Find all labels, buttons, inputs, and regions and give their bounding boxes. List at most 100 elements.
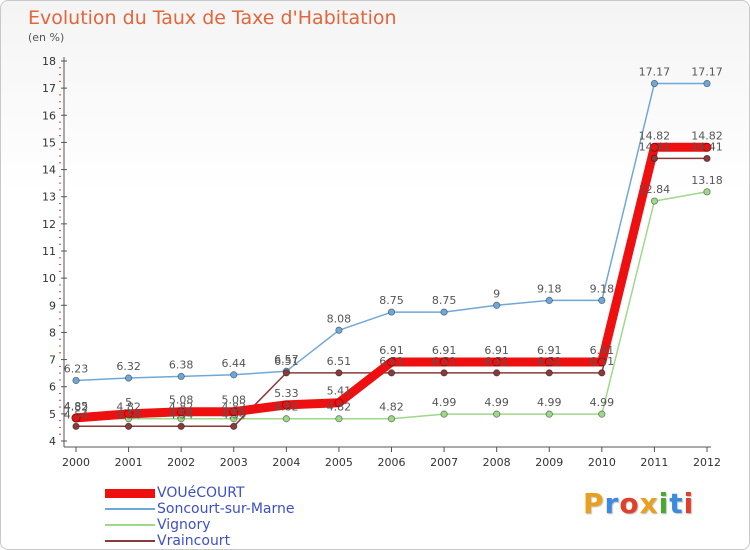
data-point [650, 197, 659, 205]
chart-title: Evolution du Taux de Taxe d'Habitation [28, 7, 397, 29]
data-point [71, 413, 81, 423]
x-tick-label: 2008 [483, 456, 511, 469]
chart-subtitle: (en %) [28, 31, 65, 44]
data-label: 6.51 [274, 355, 299, 368]
data-label: 6.32 [116, 360, 141, 373]
legend-label: VOUéCOURT [157, 485, 245, 501]
data-label: 8.75 [432, 294, 457, 307]
data-label: 6.91 [590, 344, 615, 357]
data-point [545, 296, 553, 304]
logo-letter: o [619, 487, 640, 520]
data-point [598, 369, 606, 377]
data-label: 5.33 [274, 387, 299, 400]
data-label: 6.38 [169, 358, 194, 371]
data-label: 4.54 [64, 408, 89, 421]
data-label: 4.54 [116, 408, 141, 421]
data-label: 4.82 [327, 401, 352, 414]
data-label: 6.51 [379, 355, 404, 368]
x-tick-label: 2009 [535, 456, 563, 469]
legend-swatch [105, 488, 155, 498]
data-point [493, 369, 501, 377]
y-tick-label: 13 [42, 191, 56, 204]
data-point [650, 154, 659, 163]
data-point [334, 398, 344, 408]
data-label: 17.17 [639, 66, 671, 79]
x-tick-label: 2010 [588, 456, 616, 469]
data-label: 4.82 [116, 401, 141, 414]
y-tick-label: 12 [42, 218, 56, 231]
data-point [492, 357, 502, 367]
data-label: 6.44 [222, 357, 247, 370]
data-label: 5.08 [169, 394, 194, 407]
y-tick-label: 15 [42, 136, 56, 149]
x-tick-label: 2011 [640, 456, 668, 469]
data-label: 9.18 [537, 282, 562, 295]
data-point [598, 410, 606, 418]
data-label: 9.18 [590, 282, 615, 295]
data-label: 14.82 [639, 129, 671, 142]
data-label: 6.51 [590, 355, 615, 368]
data-label: 6.51 [537, 355, 562, 368]
y-tick-label: 18 [42, 55, 56, 68]
data-point [493, 301, 501, 309]
data-point [177, 422, 185, 430]
y-tick-label: 17 [42, 82, 56, 95]
data-label: 4.82 [169, 401, 194, 414]
data-label: 4.82 [64, 401, 89, 414]
y-tick-label: 11 [42, 245, 56, 258]
data-point [229, 407, 239, 417]
data-point [703, 154, 711, 163]
y-tick-label: 14 [42, 164, 56, 177]
data-label: 6.51 [432, 355, 457, 368]
data-point [650, 142, 659, 152]
data-point [282, 415, 290, 423]
data-point [493, 410, 501, 418]
data-point [387, 415, 396, 423]
data-label: 13.18 [691, 174, 723, 187]
logo-letter: x [639, 487, 659, 520]
x-tick-label: 2006 [378, 456, 406, 469]
y-tick-label: 16 [42, 109, 56, 122]
data-point [702, 142, 712, 152]
data-point [124, 409, 133, 419]
data-label: 6.51 [484, 355, 509, 368]
data-label: 5.41 [327, 385, 352, 398]
data-point [440, 308, 448, 316]
data-point [387, 357, 396, 367]
legend-swatch [105, 540, 155, 542]
logo-letter: r [604, 487, 620, 520]
data-label: 4.82 [274, 401, 299, 414]
legend-label: Soncourt-sur-Marne [157, 501, 295, 517]
data-label: 14.41 [691, 140, 723, 153]
y-tick-label: 7 [49, 354, 56, 367]
data-point [703, 79, 711, 88]
data-label: 5 [125, 396, 132, 409]
data-label: 6.91 [379, 344, 404, 357]
data-label: 6.51 [327, 355, 352, 368]
y-tick-label: 9 [49, 299, 56, 312]
x-tick-label: 2002 [167, 456, 195, 469]
logo-letter: P [583, 487, 605, 520]
logo-letter: i [683, 487, 695, 520]
data-label: 6.91 [537, 344, 562, 357]
y-tick-label: 5 [49, 408, 56, 421]
data-point [545, 369, 553, 377]
data-point [124, 422, 133, 430]
data-label: 6.57 [274, 353, 299, 366]
data-label: 4.99 [432, 396, 457, 409]
data-label: 4.54 [222, 408, 247, 421]
logo-letter: i [658, 487, 670, 520]
data-point [544, 357, 554, 367]
proxiti-logo: Proxiti [583, 487, 694, 520]
data-point [230, 422, 238, 430]
y-tick-label: 10 [42, 272, 56, 285]
data-point [598, 296, 606, 304]
data-point [282, 369, 290, 377]
data-point [335, 415, 343, 423]
data-label: 9 [493, 287, 500, 300]
y-tick-label: 6 [49, 381, 56, 394]
data-label: 17.17 [691, 66, 723, 79]
data-point [177, 372, 185, 380]
